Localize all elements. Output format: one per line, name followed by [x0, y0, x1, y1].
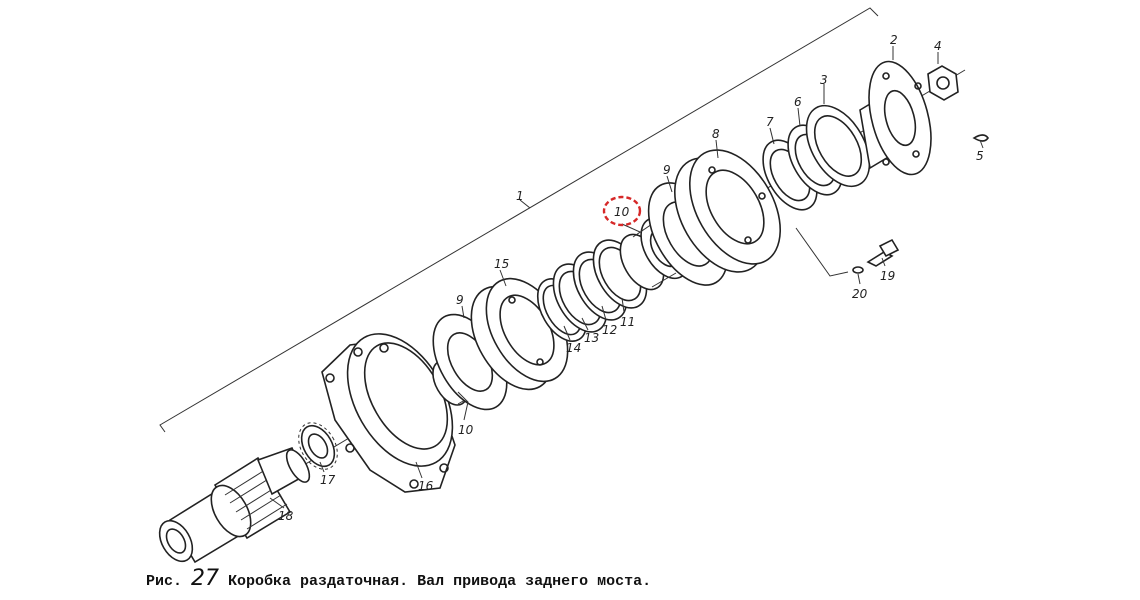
label-part-9-lower: 9	[456, 293, 464, 307]
figure-caption: Рис. 27 Коробка раздаточная. Вал привода…	[146, 566, 651, 591]
label-part-2: 2	[890, 33, 898, 47]
label-part-9-upper: 9	[663, 163, 671, 177]
label-part-15: 15	[494, 257, 509, 271]
label-part-6: 6	[794, 95, 802, 109]
leader-lines	[269, 46, 984, 509]
caption-prefix: Рис.	[146, 573, 183, 590]
label-part-14: 14	[566, 341, 581, 355]
label-part-17: 17	[320, 473, 336, 487]
label-part-11: 11	[620, 315, 635, 329]
label-part-4: 4	[934, 39, 942, 53]
caption-figure-number: 27	[191, 566, 220, 591]
bearing-housing	[673, 149, 782, 273]
highlight-circle	[602, 195, 642, 227]
assembly-bracket	[159, 7, 879, 433]
dust-shield	[805, 104, 871, 188]
label-part-13: 13	[584, 331, 599, 345]
toothed-lock-washer	[298, 422, 338, 470]
label-part-10-lower: 10	[458, 423, 474, 437]
housing-cover	[321, 333, 456, 493]
label-part-12: 12	[602, 323, 617, 337]
caption-text: Коробка раздаточная. Вал привода заднего…	[228, 573, 652, 590]
label-part-7: 7	[766, 115, 774, 129]
label-part-18: 18	[278, 509, 294, 523]
label-part-19: 19	[880, 269, 895, 283]
cotter-pin	[972, 134, 989, 142]
spring-washer	[852, 266, 864, 274]
output-flange	[859, 60, 932, 176]
label-part-5: 5	[976, 149, 984, 163]
label-part-10-upper: 10	[614, 205, 630, 219]
label-part-16: 16	[418, 479, 434, 493]
splined-shaft	[158, 446, 311, 564]
bolt	[866, 238, 900, 267]
label-part-8: 8	[712, 127, 720, 141]
label-part-1: 1	[516, 189, 524, 203]
flange-nut	[927, 65, 959, 101]
label-part-20: 20	[852, 287, 868, 301]
label-part-3: 3	[820, 73, 828, 87]
